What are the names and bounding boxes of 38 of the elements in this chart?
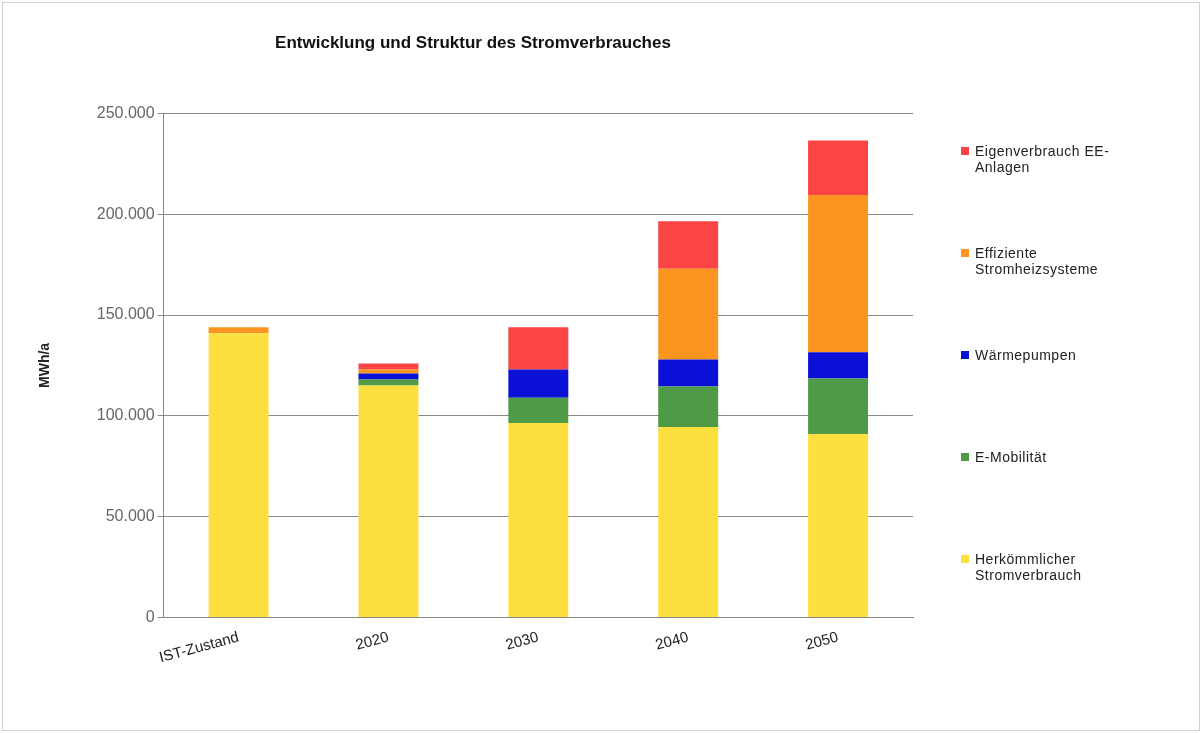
bar bbox=[808, 140, 869, 196]
bar bbox=[208, 333, 269, 617]
bar bbox=[358, 379, 419, 386]
bar bbox=[658, 386, 719, 427]
bar bbox=[208, 327, 269, 334]
bar bbox=[658, 426, 719, 617]
bar bbox=[358, 373, 419, 380]
bar bbox=[658, 221, 719, 269]
bar bbox=[658, 268, 719, 360]
bar bbox=[808, 195, 869, 353]
y-tick-label: 250.000 bbox=[96, 103, 155, 121]
legend-label: Effiziente Stromheizsysteme bbox=[975, 245, 1100, 277]
y-tick-label: 0 bbox=[145, 607, 155, 625]
bar bbox=[508, 369, 569, 398]
legend-label: E-Mobilität bbox=[975, 449, 1047, 465]
x-tick-label: 2020 bbox=[353, 627, 391, 653]
bar bbox=[508, 327, 569, 370]
x-tick-label: 2030 bbox=[503, 627, 541, 653]
bar bbox=[358, 385, 419, 617]
bar bbox=[808, 378, 869, 434]
y-tick-label: 200.000 bbox=[96, 204, 155, 222]
y-tick-label: 100.000 bbox=[96, 406, 155, 424]
bar bbox=[808, 433, 869, 617]
legend-label: Herkömmlicher Stromverbrauch bbox=[975, 551, 1083, 583]
bar bbox=[508, 422, 569, 617]
bar bbox=[358, 363, 419, 370]
y-tick-label: 150.000 bbox=[96, 305, 155, 323]
x-tick-label: 2050 bbox=[803, 627, 840, 653]
bar bbox=[808, 352, 869, 379]
y-tick-label: 50.000 bbox=[105, 507, 155, 525]
bar bbox=[508, 397, 569, 423]
x-tick-label: 2040 bbox=[653, 627, 691, 653]
bar bbox=[658, 359, 719, 387]
legend-label: Wärmepumpen bbox=[975, 347, 1077, 363]
bar bbox=[358, 369, 419, 374]
chart-title: Entwicklung und Struktur des Stromverbrauches bbox=[275, 32, 671, 52]
y-axis-title: MWh/a bbox=[36, 342, 53, 388]
legend-label: Eigenverbrauch EE-Anlagen bbox=[975, 143, 1111, 175]
